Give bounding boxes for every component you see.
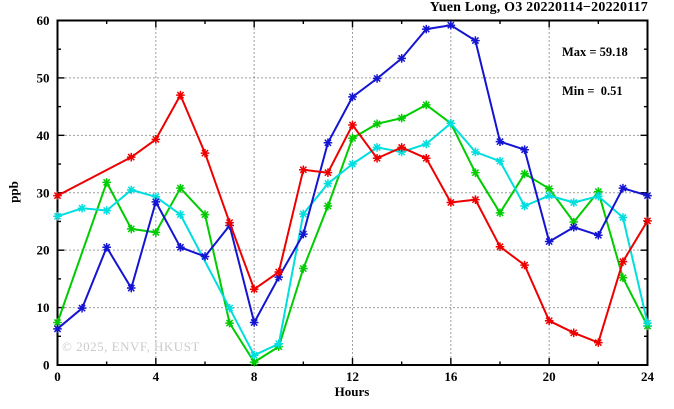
series-blue-markers bbox=[53, 20, 652, 334]
x-tick-label: 12 bbox=[346, 369, 359, 384]
y-tick-label: 30 bbox=[37, 185, 50, 200]
max-value-label: Max = 59.18 bbox=[562, 45, 628, 59]
min-value-label: Min = 0.51 bbox=[562, 84, 623, 98]
x-tick-label: 24 bbox=[641, 369, 655, 384]
y-tick-label: 40 bbox=[37, 128, 50, 143]
watermark: © 2025, ENVF, HKUST bbox=[62, 339, 200, 354]
y-tick-label: 20 bbox=[37, 243, 50, 258]
y-axis-label: ppb bbox=[6, 181, 21, 203]
series-cyan-markers bbox=[53, 118, 652, 360]
y-tick-label: 50 bbox=[37, 70, 50, 85]
chart-title: Yuen Long, O3 20220114−20220117 bbox=[429, 0, 648, 15]
x-tick-label: 4 bbox=[153, 369, 160, 384]
x-axis-label: Hours bbox=[334, 384, 370, 399]
x-tick-label: 0 bbox=[54, 369, 61, 384]
x-tick-label: 8 bbox=[251, 369, 258, 384]
x-tick-label: 16 bbox=[444, 369, 458, 384]
series-cyan-line bbox=[57, 122, 649, 357]
x-tick-label: 20 bbox=[543, 369, 556, 384]
stats-annotation: Max = 59.18 Min = 0.51 bbox=[562, 20, 628, 124]
y-tick-label: 0 bbox=[43, 358, 50, 373]
series-green-line bbox=[56, 103, 649, 364]
y-tick-label: 10 bbox=[37, 300, 50, 315]
series-red-markers bbox=[53, 90, 652, 347]
y-tick-label: 60 bbox=[37, 13, 50, 28]
